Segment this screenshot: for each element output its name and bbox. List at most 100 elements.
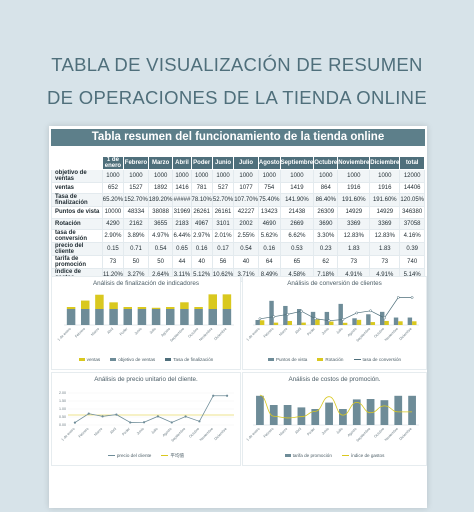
bar-target: [222, 309, 232, 325]
table-cell: 141.90%: [279, 193, 315, 208]
legend-label: Puntos de vista: [275, 357, 308, 362]
legend-label: precio del cliente: [116, 453, 152, 458]
table-cell: 191.60%: [369, 193, 401, 208]
table-cell: 50: [147, 254, 174, 269]
bar-promotion-fee: [339, 409, 347, 425]
point-customer-price: [142, 421, 146, 424]
bar-page-views: [338, 303, 343, 325]
table-cell: 527: [211, 181, 235, 195]
legend-item: ventas: [78, 357, 101, 362]
table-cell: 1892: [147, 181, 174, 195]
x-tick-label: Marzo: [278, 327, 288, 337]
table-cell: 86.40%: [313, 193, 339, 208]
legend-item: precio del cliente: [107, 453, 152, 459]
x-tick-label: Octubre: [187, 327, 199, 339]
bar-promotion-fee: [352, 399, 361, 425]
bar-sales: [151, 307, 161, 309]
x-tick-label: Agosto: [347, 327, 358, 338]
bar-promotion-fee: [366, 399, 375, 425]
table-cell: 740: [399, 254, 425, 269]
table-cell: 2002: [233, 217, 259, 230]
table-cell: 40: [233, 254, 259, 269]
table-cell: #####: [172, 193, 192, 208]
table-cell: 78.10%: [190, 193, 213, 208]
table-cell: 0.65: [172, 241, 192, 256]
table-cell: 5.62%: [257, 228, 281, 243]
chart-completion: Análisis de finalización de indicadores …: [51, 276, 241, 370]
table-cell: 3.30%: [313, 228, 339, 243]
table-cell: 6.62%: [279, 228, 315, 243]
x-tick-label: Poder: [306, 426, 316, 436]
table-cell: 1000: [190, 169, 213, 183]
table-cell: 0.39: [399, 241, 425, 256]
table-cell: 75.40%: [257, 193, 281, 208]
legend-item: Rotación: [317, 357, 344, 362]
x-tick-label: Junio: [136, 427, 145, 436]
table-cell: 1000: [233, 169, 259, 183]
legend-label: ventas: [86, 357, 101, 362]
y-tick-label: 1.00: [59, 407, 66, 411]
x-tick-label: Noviembre: [199, 427, 214, 442]
x-tick-label: Marzo: [90, 327, 100, 337]
table-cell: 0.15: [101, 241, 125, 256]
legend-label: índice de gastos: [350, 453, 385, 458]
x-tick-label: Noviembre: [384, 327, 399, 342]
bar-target: [95, 309, 104, 325]
legend-label: tarifa de promoción: [292, 453, 332, 458]
table-cell: 2.01%: [211, 228, 235, 243]
table-cell: 4967: [190, 217, 213, 230]
x-tick-label: 1 de enero: [246, 327, 261, 342]
table-cell: 12.83%: [369, 228, 401, 243]
table-cell: 1.83: [369, 241, 401, 256]
bar-promotion-fee: [394, 395, 403, 425]
bar-rotation: [398, 321, 403, 325]
kpi-table: 1 de enero Febrero Marzo Abril Poder Junio Jul…: [51, 156, 425, 282]
point-customer-price: [115, 413, 118, 416]
legend-item: Tasa de finalización: [165, 357, 213, 362]
table-cell: 52.70%: [211, 193, 235, 208]
table-row: tasa de conversión 2.90% 3.89% 4.97% 6.44% 2.…: [51, 228, 425, 243]
legend-item: tarifa de promoción: [284, 453, 332, 458]
chart-legend: precio del cliente 平均值: [52, 453, 240, 459]
table-cell: 1000: [257, 169, 281, 183]
legend-item: Puntos de vista: [267, 357, 308, 362]
table-row: tarifa de promoción 73 50 50 44 40 56 40 64 65 62 7…: [51, 254, 425, 269]
x-tick-label: Febrero: [78, 427, 90, 439]
legend-item: tasa de conversión: [353, 357, 401, 362]
bar-promotion-fee: [311, 409, 320, 425]
x-tick-label: Abril: [106, 327, 114, 335]
page-title-line-2: DE OPERACIONES DE LA TIENDA ONLINE: [47, 87, 427, 108]
bar-sales: [180, 302, 189, 309]
chart-unit-price: Análisis de precio unitario del cliente.…: [51, 372, 241, 466]
legend-label: 平均值: [170, 453, 185, 458]
kpi-header-row: 1 de enero Febrero Marzo Abril Poder Junio Jul…: [51, 156, 425, 170]
table-cell: 14406: [399, 181, 425, 195]
x-tick-label: 1 de enero: [57, 327, 72, 342]
bar-rotation: [329, 321, 334, 325]
chart-legend: tarifa de promoción índice de gastos: [243, 453, 426, 458]
table-cell: 1916: [337, 181, 371, 195]
chart-legend: Puntos de vista Rotación tasa de convers…: [243, 357, 426, 362]
bar-sales: [222, 294, 232, 309]
bar-promotion-fee: [297, 407, 306, 425]
table-cell: 26161: [211, 206, 235, 219]
table-cell: 37058: [399, 217, 425, 230]
table-cell: 13423: [257, 206, 281, 219]
column-header: Marzo: [147, 156, 174, 170]
x-tick-label: Noviembre: [384, 427, 399, 442]
table-cell: 0.23: [313, 241, 339, 256]
x-tick-label: Noviembre: [198, 327, 213, 342]
x-tick-label: Marzo: [278, 427, 288, 437]
table-cell: 48334: [123, 206, 149, 219]
bar-target: [166, 309, 175, 325]
y-tick-label: 1.50: [59, 399, 66, 403]
column-header: Junio: [211, 156, 235, 170]
header-corner: [51, 156, 103, 170]
table-cell: 2162: [123, 217, 149, 230]
point-conversion-rate: [327, 319, 331, 323]
table-cell: 3655: [147, 217, 174, 230]
x-tick-label: Diciembre: [213, 327, 227, 341]
bar-sales: [109, 302, 118, 309]
x-tick-label: Agosto: [162, 427, 173, 438]
table-cell: 3101: [211, 217, 235, 230]
